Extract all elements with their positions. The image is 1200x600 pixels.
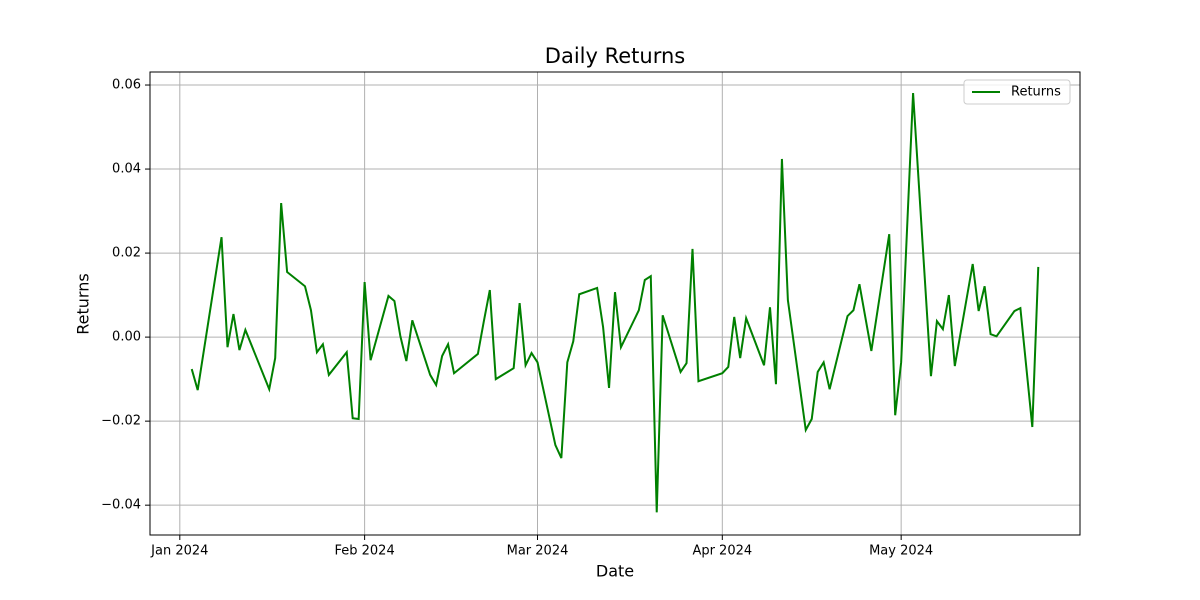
plot-frame xyxy=(149,71,1081,536)
y-axis-label: Returns xyxy=(74,273,93,334)
data-line xyxy=(190,92,1040,513)
x-tick-label: Mar 2024 xyxy=(507,544,569,559)
y-tick-label: 0.06 xyxy=(112,78,141,93)
x-tick-label: Feb 2024 xyxy=(334,544,394,559)
chart-title: Daily Returns xyxy=(545,44,685,68)
y-tick-label: −0.02 xyxy=(101,414,141,429)
y-tick-label: 0.00 xyxy=(112,330,141,345)
x-tick-label: Apr 2024 xyxy=(692,544,752,559)
legend-label: Returns xyxy=(1011,85,1061,100)
y-tick-label: 0.02 xyxy=(112,246,141,261)
y-tick-label: −0.04 xyxy=(101,498,141,513)
x-axis-label: Date xyxy=(596,562,634,581)
legend-box xyxy=(963,79,1071,105)
x-tick-label: May 2024 xyxy=(869,544,933,559)
y-tick-label: 0.04 xyxy=(112,162,141,177)
x-tick-label: Jan 2024 xyxy=(150,544,208,559)
